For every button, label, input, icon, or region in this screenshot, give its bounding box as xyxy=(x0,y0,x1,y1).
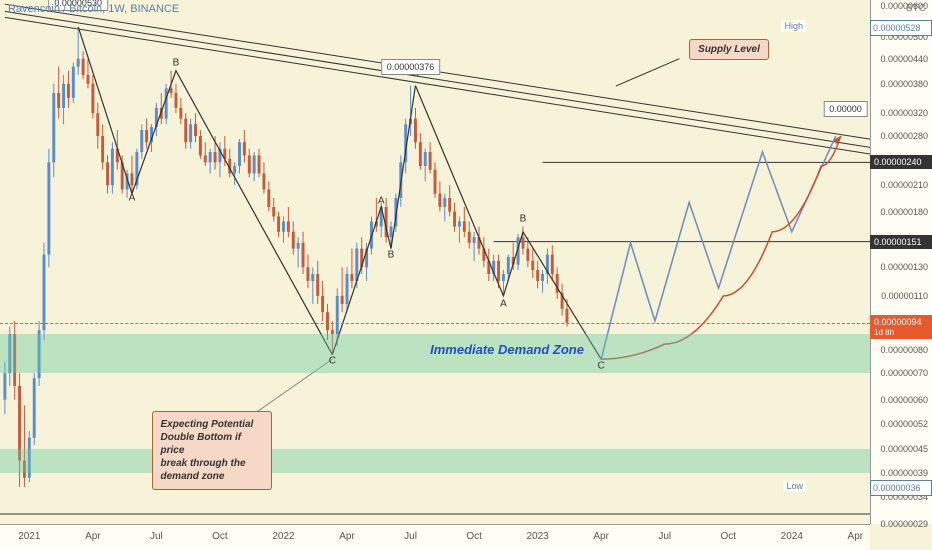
y-tick: 0.00000440 xyxy=(880,54,928,64)
pivot-label: A xyxy=(378,195,385,206)
x-tick: 2023 xyxy=(527,531,549,542)
demand-zone xyxy=(0,449,870,473)
pivot-label: B xyxy=(173,57,180,68)
x-tick: Oct xyxy=(720,531,736,542)
y-tick: 0.00000039 xyxy=(880,468,928,478)
y-tick: 0.00000052 xyxy=(880,419,928,429)
chart-title: Ravencoin / Bitcoin, 1W, BINANCE xyxy=(8,3,179,15)
y-tick: 0.00000380 xyxy=(880,79,928,89)
x-tick: 2022 xyxy=(272,531,294,542)
x-tick: 2024 xyxy=(781,531,803,542)
price-badge-current: 0.000000941d 8h xyxy=(870,315,932,339)
y-tick: 0.00000280 xyxy=(880,131,928,141)
x-tick: Jul xyxy=(150,531,163,542)
price-badge-low: 0.00000036 xyxy=(870,480,932,496)
price-badge-high: 0.00000528 xyxy=(870,20,932,36)
y-tick: 0.00000029 xyxy=(880,519,928,529)
x-tick: Jul xyxy=(658,531,671,542)
note-box: Expecting PotentialDouble Bottom if pric… xyxy=(152,411,272,490)
x-tick: Jul xyxy=(404,531,417,542)
price-badge-level: 0.00000151 xyxy=(870,235,932,249)
chart-area[interactable]: Ravencoin / Bitcoin, 1W, BINANCE High Low… xyxy=(0,0,870,524)
y-tick: 0.00000045 xyxy=(880,444,928,454)
y-tick: 0.00000070 xyxy=(880,368,928,378)
value-label: 0.00000 xyxy=(823,101,868,117)
x-tick: Oct xyxy=(466,531,482,542)
y-tick: 0.00000060 xyxy=(880,395,928,405)
x-tick: Apr xyxy=(339,531,355,542)
current-price-line xyxy=(0,323,870,324)
x-tick: 2021 xyxy=(18,531,40,542)
x-tick: Oct xyxy=(212,531,228,542)
price-badge-level: 0.00000240 xyxy=(870,155,932,169)
x-tick: Apr xyxy=(85,531,101,542)
y-axis: BTC 0.000006000.000005000.000004400.0000… xyxy=(870,0,932,524)
x-tick: Apr xyxy=(848,531,864,542)
x-tick: Apr xyxy=(593,531,609,542)
y-tick: 0.00000110 xyxy=(881,291,928,301)
pivot-label: B xyxy=(520,214,527,225)
y-tick: 0.00000600 xyxy=(880,1,928,11)
y-tick: 0.00000210 xyxy=(880,180,928,190)
pivot-label: C xyxy=(598,361,605,372)
hl-tag: High xyxy=(781,20,806,32)
y-tick: 0.00000080 xyxy=(880,345,928,355)
supply-label: Supply Level xyxy=(689,39,769,60)
y-tick: 0.00000180 xyxy=(880,207,928,217)
pivot-label: A xyxy=(129,192,136,203)
y-tick: 0.00000320 xyxy=(880,108,928,118)
pivot-label: B xyxy=(388,249,395,260)
value-label: 0.00000376 xyxy=(381,59,441,75)
pivot-label: A xyxy=(500,298,507,309)
chart-svg xyxy=(0,0,870,524)
demand-zone-label: Immediate Demand Zone xyxy=(430,342,584,357)
y-tick: 0.00000130 xyxy=(880,262,928,272)
hl-tag: Low xyxy=(783,480,806,492)
pivot-label: C xyxy=(329,356,336,367)
x-axis: 2021 Apr Jul Oct 2022 Apr Jul Oct 2023 Apr Jul Oct 2… xyxy=(0,524,870,550)
